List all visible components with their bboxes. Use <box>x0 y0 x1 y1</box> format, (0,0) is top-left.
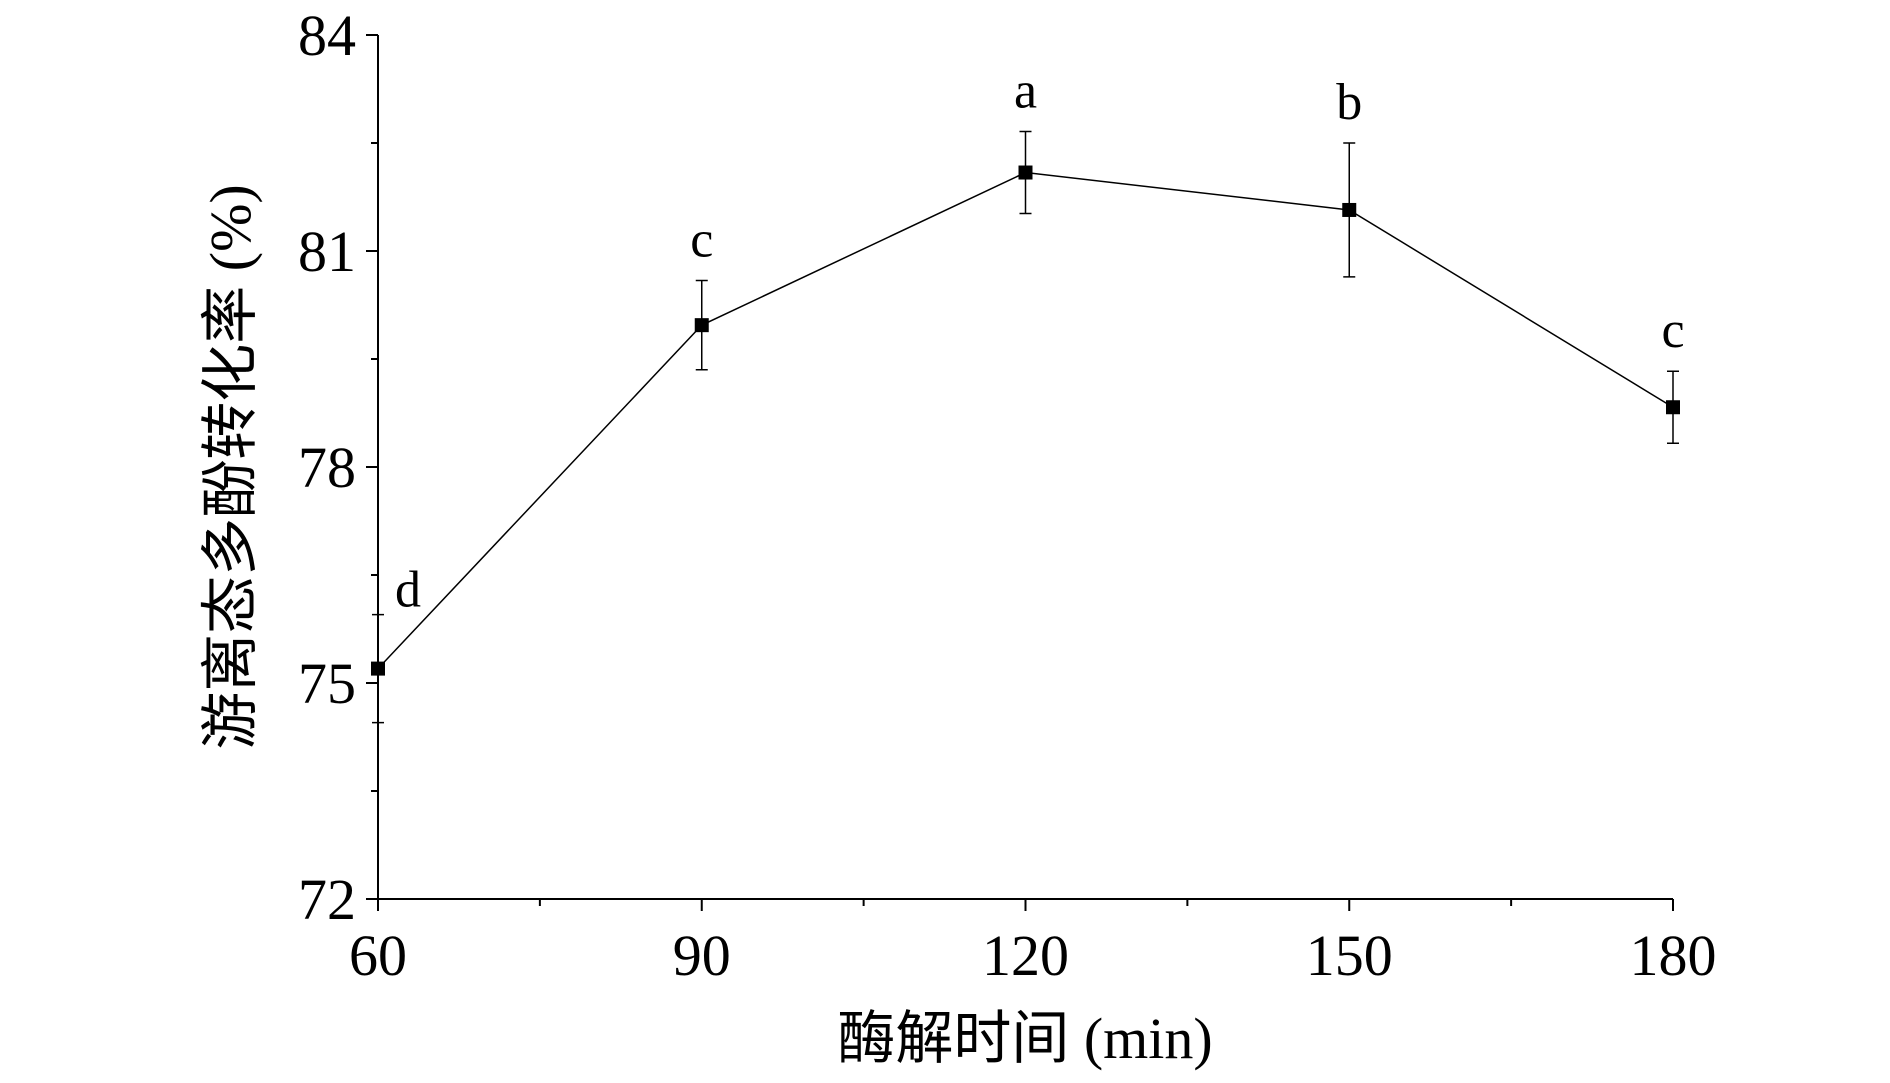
series-line <box>377 171 1674 670</box>
y-tick-label: 84 <box>298 3 356 68</box>
x-tick-label: 150 <box>1306 923 1393 988</box>
x-tick-label: 90 <box>673 923 731 988</box>
y-tick-label: 72 <box>298 867 356 932</box>
significance-label: a <box>1014 62 1037 119</box>
x-tick-label: 120 <box>982 923 1069 988</box>
y-axis-title: 游离态多酚转化率 (%) <box>198 184 263 749</box>
marker <box>694 318 709 333</box>
y-tick-label: 81 <box>298 219 356 284</box>
marker <box>371 661 385 676</box>
marker <box>1342 202 1357 217</box>
significance-label: c <box>1661 302 1684 359</box>
x-axis-title: 酶解时间 (min) <box>837 1006 1212 1071</box>
marker <box>1018 165 1033 180</box>
marker <box>1666 400 1680 415</box>
x-tick-label: 60 <box>349 923 407 988</box>
y-tick-label: 78 <box>298 435 356 500</box>
significance-label: c <box>690 212 713 269</box>
significance-label: b <box>1336 74 1362 131</box>
significance-label: d <box>395 562 421 619</box>
x-tick-label: 180 <box>1630 923 1717 988</box>
y-tick-label: 75 <box>298 651 356 716</box>
